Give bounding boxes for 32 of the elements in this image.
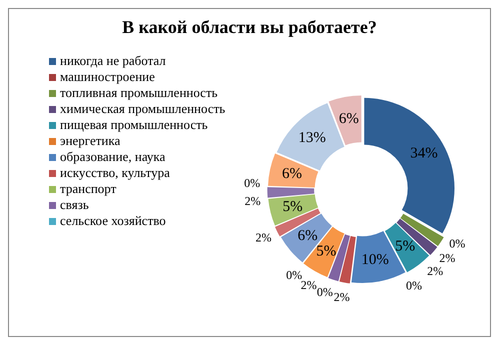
- data-label: 2%: [427, 264, 444, 278]
- legend-label: сельское хозяйство: [60, 213, 166, 229]
- legend-label: машиностроение: [60, 69, 155, 85]
- data-label: 13%: [298, 130, 326, 146]
- data-label: 10%: [361, 252, 389, 268]
- data-label: 2%: [439, 251, 456, 266]
- data-label: 2%: [334, 290, 350, 304]
- data-label: 5%: [395, 238, 416, 255]
- text: 0%: [449, 236, 466, 251]
- legend-label: никогда не работал: [60, 53, 166, 69]
- data-label: 34%: [410, 146, 438, 162]
- legend-label: топливная промышленность: [60, 85, 218, 101]
- legend-label: энергетика: [60, 133, 120, 149]
- data-label: 5%: [316, 243, 336, 260]
- text: 0%: [286, 268, 302, 282]
- legend-label: транспорт: [60, 181, 116, 197]
- legend-label: связь: [60, 197, 89, 213]
- data-label: 6%: [298, 228, 318, 244]
- legend-label: пищевая промышленность: [60, 117, 208, 133]
- legend-label: образование, наука: [60, 149, 166, 165]
- data-label: 2%: [244, 194, 261, 208]
- data-label: 6%: [338, 111, 359, 128]
- legend-label: искусство, культура: [60, 165, 170, 181]
- data-label: 2%: [256, 230, 272, 245]
- text: 0%: [316, 285, 333, 300]
- data-label: 5%: [282, 198, 303, 215]
- text: 0%: [406, 278, 422, 293]
- legend-label: химическая промышленность: [60, 101, 226, 117]
- data-label: 6%: [282, 166, 302, 182]
- chart-title: В какой области вы работаете?: [121, 17, 378, 38]
- data-label: 2%: [300, 278, 317, 292]
- text: 0%: [244, 176, 260, 190]
